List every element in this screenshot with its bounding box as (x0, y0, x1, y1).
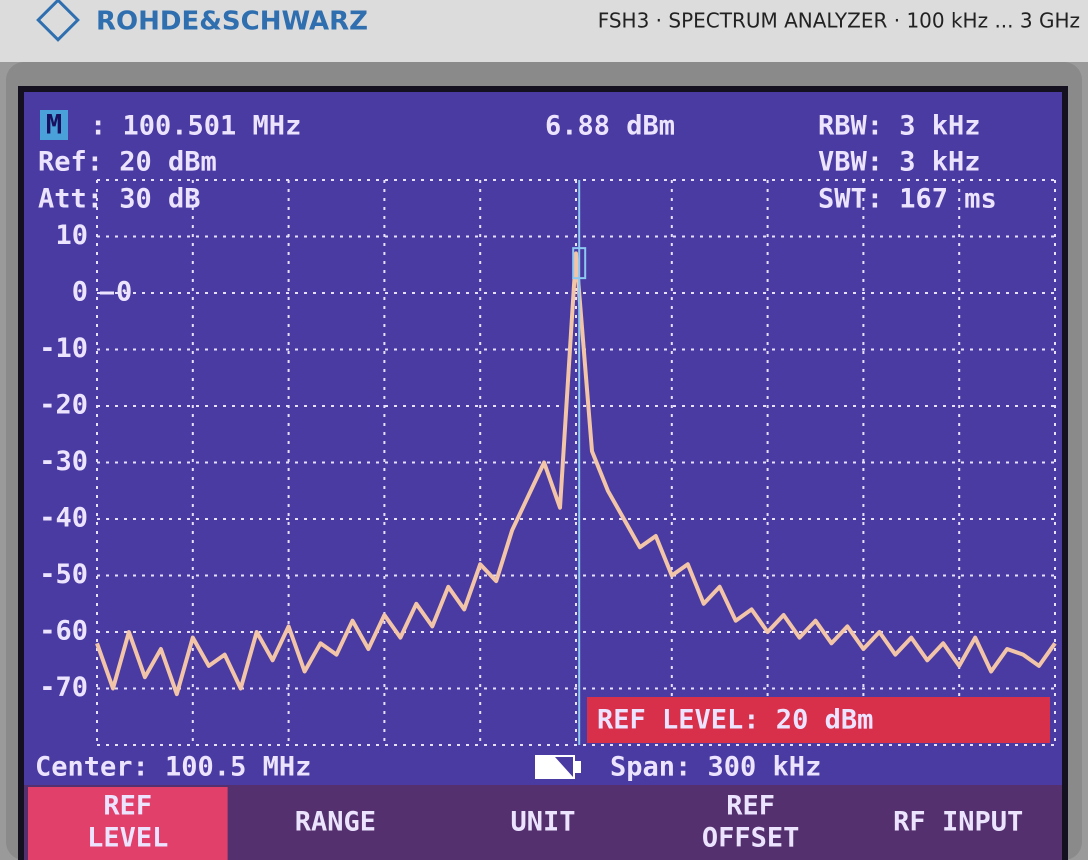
battery-tip (575, 761, 581, 773)
battery-level (555, 757, 573, 777)
span: Span: 300 kHz (610, 752, 821, 783)
plot: 10 0 -10 -20 -30 -40 -50 -60 -70 0 REF LEVEL: 20 d… (39, 179, 1057, 746)
trace-ref-label: 0 (116, 277, 132, 308)
softkey-label: OFFSET (702, 823, 800, 854)
softkey-label: REF (103, 791, 152, 822)
center-frequency: Center: 100.5 MHz (35, 752, 311, 783)
softkey[interactable] (858, 787, 1058, 860)
y-tick-label: -70 (39, 672, 88, 703)
marker-level: 6.88 dBm (545, 111, 675, 142)
logo (36, 0, 80, 42)
y-tick-label: -30 (39, 446, 88, 477)
softkey-label: UNIT (510, 807, 575, 838)
marker-icon: M (46, 110, 62, 141)
y-tick-label: -60 (39, 616, 88, 647)
y-tick-label: 0 (72, 277, 88, 308)
attenuation: Att: 30 dB (38, 184, 201, 215)
softkey[interactable] (235, 787, 436, 860)
y-tick-label: 10 (55, 220, 88, 251)
model: FSH3 · SPECTRUM ANALYZER · 100 kHz ... 3… (598, 9, 1080, 33)
softkey[interactable] (650, 787, 851, 860)
status-message: REF LEVEL: 20 dBm (597, 705, 873, 736)
softkey-label: RANGE (295, 807, 376, 838)
rbw: RBW: 3 kHz (818, 111, 981, 142)
softkey-label: LEVEL (87, 823, 168, 854)
logo-diamond (36, 0, 80, 42)
trace (95, 251, 1057, 697)
y-tick-label: -20 (39, 390, 88, 421)
marker-icon-box (40, 110, 68, 140)
softkey-label: RF INPUT (893, 807, 1023, 838)
vbw: VBW: 3 kHz (818, 147, 981, 178)
y-tick-label: -10 (39, 333, 88, 364)
header-bar (0, 0, 1088, 62)
sweep-time: SWT: 167 ms (818, 184, 997, 215)
battery-icon (535, 755, 581, 779)
status-box (587, 697, 1050, 743)
ref-level: Ref: 20 dBm (38, 147, 217, 178)
marker (572, 247, 587, 280)
softkey[interactable] (28, 787, 228, 860)
y-tick-label: -50 (39, 559, 88, 590)
marker-frequency: : 100.501 MHz (90, 111, 301, 142)
softkey-label: REF (726, 791, 775, 822)
softkey[interactable] (443, 787, 643, 860)
y-tick-label: -40 (39, 503, 88, 534)
brand: ROHDE&SCHWARZ (96, 7, 368, 37)
